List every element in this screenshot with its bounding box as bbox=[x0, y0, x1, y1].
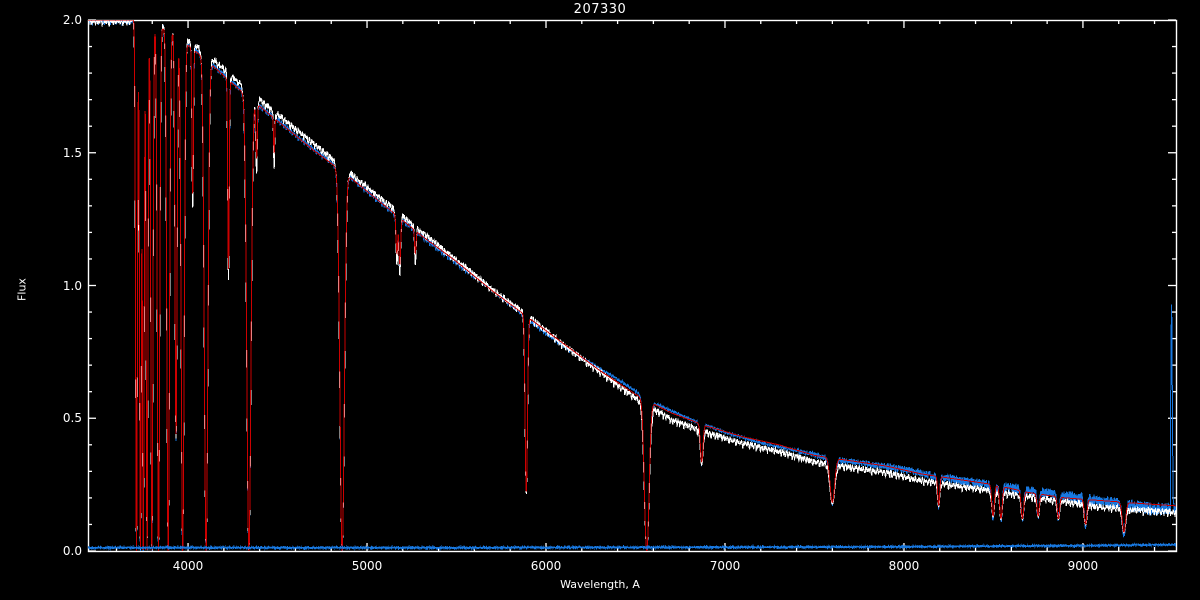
data-series-group bbox=[88, 20, 1176, 551]
x-tick-label: 7000 bbox=[709, 559, 741, 573]
y-tick-label: 1.5 bbox=[62, 145, 82, 160]
y-tick-label: 0.5 bbox=[62, 411, 82, 426]
series-error-spectrum bbox=[88, 542, 1176, 551]
y-axis-label: Flux bbox=[15, 278, 29, 301]
x-tick-label: 9000 bbox=[1067, 559, 1099, 573]
y-tick-label: 2.0 bbox=[62, 13, 82, 27]
page-title: 207330 bbox=[573, 2, 627, 17]
y-tick-label: 1.0 bbox=[62, 278, 82, 293]
y-tick-label: 0.0 bbox=[62, 544, 82, 558]
series-model-spectrum bbox=[88, 20, 1176, 551]
x-tick-label: 5000 bbox=[351, 559, 383, 573]
x-tick-label: 6000 bbox=[530, 559, 562, 573]
x-tick-label: 4000 bbox=[172, 559, 204, 573]
x-tick-label: 8000 bbox=[888, 559, 920, 573]
x-axis-label: Wavelength, A bbox=[560, 578, 640, 591]
